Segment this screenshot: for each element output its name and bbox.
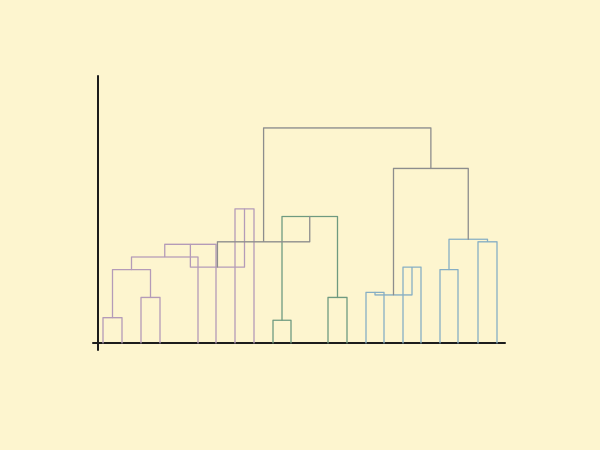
dendrogram-link [439, 268, 459, 344]
dendrogram-link [102, 317, 123, 344]
dendrogram-link [262, 127, 432, 243]
dendrogram-links [102, 127, 498, 344]
dendrogram-link [272, 319, 292, 344]
dendrogram-link [140, 296, 161, 344]
dendrogram-link [365, 291, 385, 344]
dendrogram-link [477, 241, 498, 344]
dendrogram-link [111, 268, 152, 319]
dendrogram-link [448, 238, 489, 271]
dendrogram-link [392, 167, 469, 296]
dendrogram-link [327, 296, 348, 344]
